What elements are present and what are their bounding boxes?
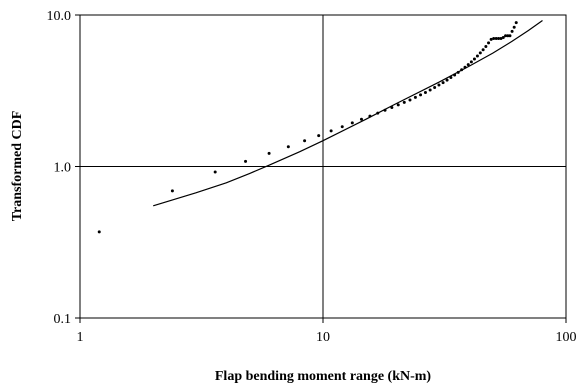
y-tick-label: 0.1 [54,312,72,327]
data-point [423,90,427,94]
ticks [75,14,567,323]
data-point [170,189,174,193]
x-axis-title: Flap bending moment range (kN-m) [215,369,432,384]
gridlines [80,15,566,318]
y-tick-label: 10.0 [47,9,72,24]
data-point [489,37,493,41]
data-point [508,34,512,38]
data-point [317,134,321,138]
data-point [494,36,498,40]
data-point [437,83,441,87]
data-point [504,34,508,38]
data-point [514,21,518,25]
data-point [286,145,290,149]
data-point [512,25,516,29]
data-point [419,93,423,97]
data-point [303,139,307,143]
data-point [408,98,412,102]
data-point [359,117,363,121]
data-point [481,48,485,52]
data-point [97,230,101,234]
fit-curve [153,20,543,207]
data-point [499,36,503,40]
y-tick-label: 1.0 [54,161,72,176]
data-point [244,159,248,163]
data-point [510,29,514,33]
data-point [396,103,400,107]
data-point [466,63,470,67]
x-tick-label: 1 [77,330,84,345]
data-point [445,78,449,82]
data-point [267,151,271,155]
data-point [469,60,473,64]
data-point [487,41,491,45]
data-point [329,129,333,133]
x-tick-label: 100 [556,330,577,345]
data-point [350,121,354,125]
data-point [475,54,479,58]
data-point [472,57,476,61]
data-point [478,51,482,55]
data-point [428,88,432,92]
x-tick-label: 10 [316,330,330,345]
y-axis-title: Transformed CDF [10,111,25,222]
series [97,20,543,234]
data-point [501,36,505,40]
data-point [441,81,445,85]
data-point [506,34,510,38]
data-point [340,125,344,129]
data-point [433,86,437,90]
data-point [413,95,417,99]
data-point [213,170,217,174]
data-point [402,100,406,104]
data-point [497,36,501,40]
data-point [484,44,488,48]
data-point [492,36,496,40]
